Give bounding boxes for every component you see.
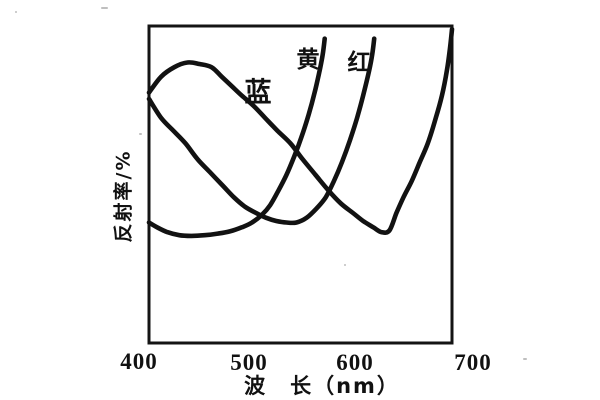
curve-label-yellow: 黄 xyxy=(296,47,320,73)
curve-label-blue: 蓝 xyxy=(244,77,272,109)
x-tick-600: 600 xyxy=(336,350,374,375)
red-curve xyxy=(146,36,377,226)
curve-label-red: 红 xyxy=(347,50,371,76)
x-tick-700: 700 xyxy=(454,350,492,375)
scan-speckle xyxy=(344,264,346,266)
plot-frame xyxy=(147,24,454,345)
x-tick-500: 500 xyxy=(230,350,268,375)
x-tick-400: 400 xyxy=(120,349,158,374)
scan-speckle xyxy=(523,358,527,360)
y-axis-title: 反射率/% xyxy=(112,149,135,243)
scan-speckle xyxy=(15,11,17,13)
scan-speckle xyxy=(101,7,108,9)
blue-curve xyxy=(146,26,455,235)
scan-speckle xyxy=(139,133,142,135)
x-axis-title: 波 长（nm） xyxy=(244,374,400,398)
